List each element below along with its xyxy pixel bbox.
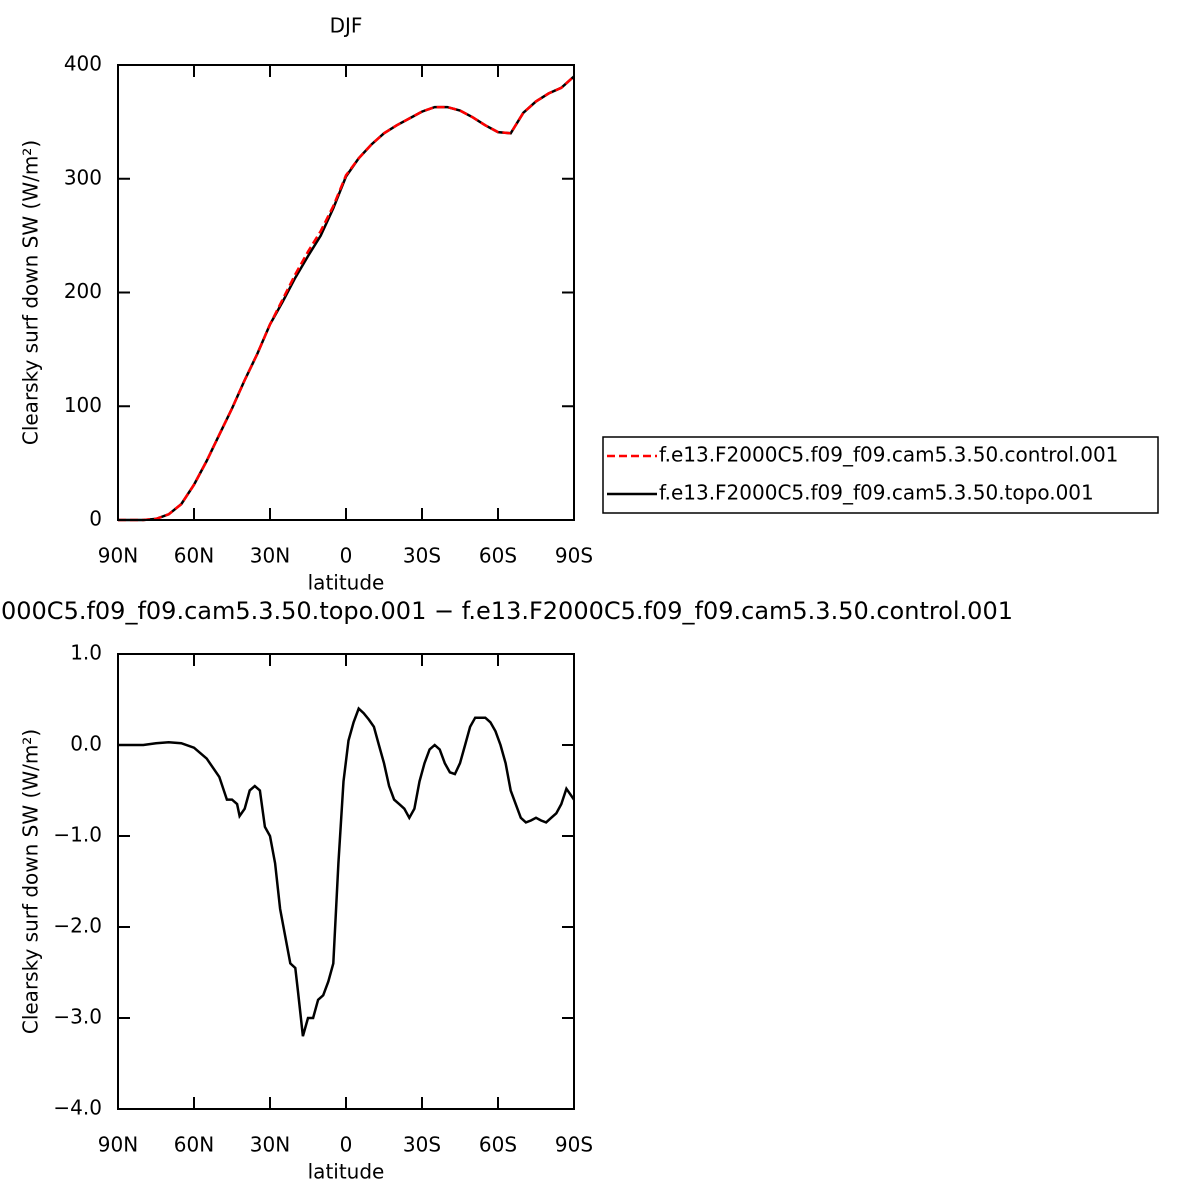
data-line bbox=[118, 706, 576, 1037]
x-axis-label: latitude bbox=[308, 571, 385, 595]
legend-box bbox=[602, 436, 1159, 514]
y-tick-label: −1.0 bbox=[53, 823, 102, 847]
y-axis-label: Clearsky surf down SW (W/m²) bbox=[19, 729, 43, 1034]
y-tick-label: 400 bbox=[64, 52, 102, 76]
legend-label: f.e13.F2000C5.f09_f09.cam5.3.50.control.… bbox=[659, 443, 1118, 467]
plot-frame bbox=[117, 64, 575, 521]
chart-title: DJF bbox=[330, 14, 363, 38]
x-tick-label: 90N bbox=[98, 1133, 138, 1157]
y-tick-label: −4.0 bbox=[53, 1096, 102, 1120]
x-tick-label: 30N bbox=[250, 1133, 290, 1157]
y-tick-label: 0 bbox=[89, 507, 102, 531]
x-tick-label: 30S bbox=[403, 544, 441, 568]
x-tick-label: 0 bbox=[340, 1133, 353, 1157]
x-tick-label: 30N bbox=[250, 544, 290, 568]
y-tick-label: 1.0 bbox=[70, 641, 102, 665]
y-tick-label: 0.0 bbox=[70, 732, 102, 756]
x-tick-label: 60S bbox=[479, 544, 517, 568]
x-tick-label: 90S bbox=[555, 1133, 593, 1157]
x-tick-label: 60N bbox=[174, 1133, 214, 1157]
data-line bbox=[118, 75, 575, 522]
x-tick-label: 0 bbox=[340, 544, 353, 568]
x-tick-label: 30S bbox=[403, 1133, 441, 1157]
legend-label: f.e13.F2000C5.f09_f09.cam5.3.50.topo.001 bbox=[659, 481, 1094, 505]
y-tick-label: 300 bbox=[64, 165, 102, 189]
y-axis-label: Clearsky surf down SW (W/m²) bbox=[19, 140, 43, 445]
x-tick-label: 60S bbox=[479, 1133, 517, 1157]
chart-title: f.e13.F2000C5.f09_f09.cam5.3.50.topo.001… bbox=[0, 597, 1013, 625]
y-tick-label: 100 bbox=[64, 393, 102, 417]
x-tick-label: 90S bbox=[555, 544, 593, 568]
y-tick-label: −3.0 bbox=[53, 1005, 102, 1029]
data-line bbox=[118, 75, 575, 522]
y-tick-label: 200 bbox=[64, 279, 102, 303]
x-tick-label: 60N bbox=[174, 544, 214, 568]
plot-frame bbox=[117, 653, 575, 1110]
x-axis-label: latitude bbox=[308, 1160, 385, 1184]
y-tick-label: −2.0 bbox=[53, 914, 102, 938]
x-tick-label: 90N bbox=[98, 544, 138, 568]
